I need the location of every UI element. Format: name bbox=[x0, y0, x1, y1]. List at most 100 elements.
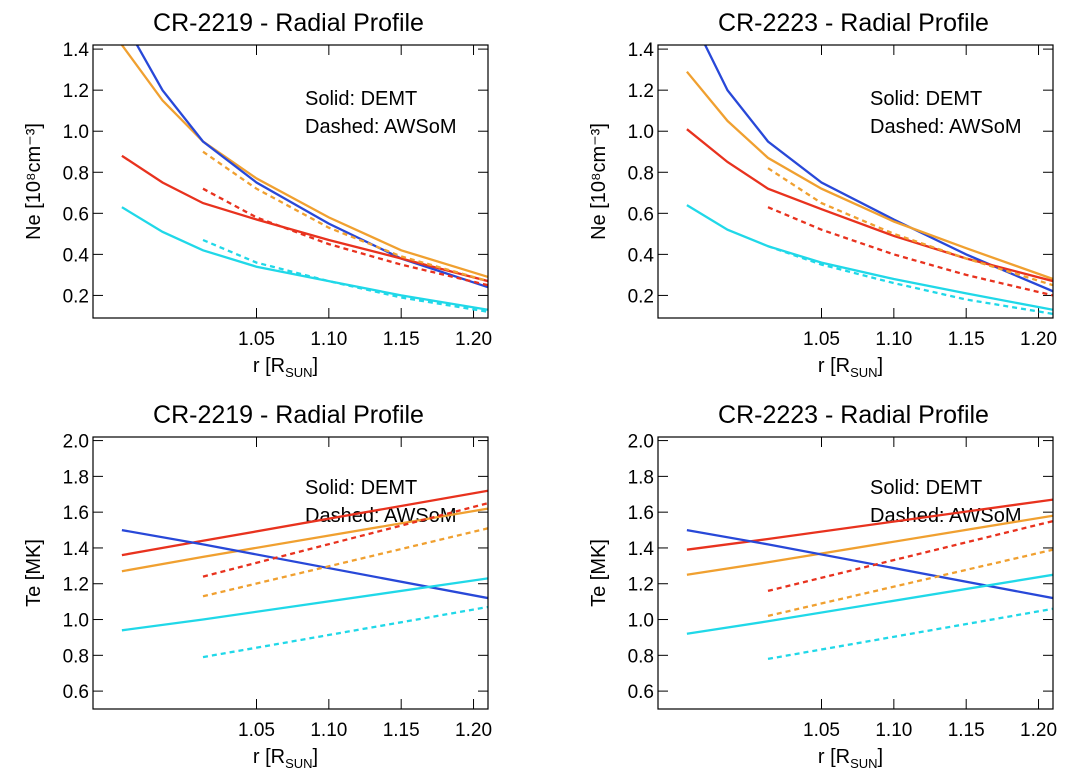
chart-title: CR-2219 - Radial Profile bbox=[153, 401, 424, 429]
series-line bbox=[120, 45, 488, 278]
x-axis-label: r [RSUN] bbox=[818, 746, 883, 771]
y-tick-label: 0.4 bbox=[628, 245, 655, 266]
y-tick-label: 1.2 bbox=[628, 81, 654, 102]
x-tick-label: 1.05 bbox=[238, 329, 275, 350]
x-tick-label: 1.10 bbox=[875, 329, 912, 350]
x-axis-label-part: r [R bbox=[818, 746, 850, 768]
x-axis-label-part: SUN bbox=[285, 756, 312, 771]
x-tick-label: 1.05 bbox=[803, 329, 840, 350]
y-tick-label: 1.2 bbox=[63, 81, 89, 102]
y-tick-label: 1.6 bbox=[63, 503, 89, 524]
x-axis-label-part: r [R bbox=[253, 746, 285, 768]
y-tick-label: 1.8 bbox=[628, 467, 654, 488]
x-axis-label-part: ] bbox=[313, 746, 319, 768]
x-tick-label: 1.10 bbox=[875, 720, 912, 741]
x-tick-label: 1.05 bbox=[803, 720, 840, 741]
y-tick-label: 0.6 bbox=[63, 204, 89, 225]
series-line bbox=[686, 204, 1053, 311]
x-axis-label-part: SUN bbox=[850, 756, 877, 771]
y-tick-label: 1.4 bbox=[628, 40, 655, 61]
series-line bbox=[202, 502, 488, 578]
series-line bbox=[686, 573, 1053, 635]
y-tick-label: 2.0 bbox=[628, 432, 654, 453]
x-axis-label-part: ] bbox=[878, 355, 884, 377]
y-tick-label: 1.8 bbox=[63, 467, 89, 488]
x-axis-label-part: ] bbox=[878, 746, 884, 768]
x-tick-label: 1.15 bbox=[383, 720, 420, 741]
x-tick-label: 1.20 bbox=[455, 329, 492, 350]
x-tick-label: 1.05 bbox=[238, 720, 275, 741]
y-tick-label: 0.6 bbox=[628, 682, 654, 703]
plot-frame bbox=[92, 44, 489, 319]
annotation: Solid: DEMT bbox=[870, 477, 982, 499]
panel: CR-2219 - Radial Profile 0.6 0.8 1.0 1.2 1.4 1… bbox=[23, 401, 492, 771]
y-tick-label: 1.0 bbox=[628, 122, 654, 143]
series-line bbox=[202, 187, 488, 287]
plot-frame bbox=[657, 44, 1054, 319]
x-axis-label-part: SUN bbox=[850, 365, 877, 380]
series-line bbox=[202, 527, 488, 598]
x-tick-label: 1.15 bbox=[383, 329, 420, 350]
y-axis-label: Te [MK] bbox=[588, 539, 610, 607]
series-line bbox=[767, 607, 1053, 661]
series-line bbox=[121, 528, 488, 600]
x-axis-label: r [RSUN] bbox=[253, 355, 318, 380]
annotation: Solid: DEMT bbox=[305, 477, 417, 499]
panel: CR-2223 - Radial Profile 0.6 0.8 1.0 1.2 1.4 1… bbox=[588, 401, 1057, 771]
y-tick-label: 0.8 bbox=[63, 646, 89, 667]
panel: CR-2223 - Radial Profile 0.2 0.4 0.6 0.8 1.0 1… bbox=[588, 9, 1057, 380]
y-tick-label: 1.2 bbox=[63, 575, 89, 596]
y-tick-label: 1.2 bbox=[628, 575, 654, 596]
annotation: Dashed: AWSoM bbox=[870, 505, 1022, 527]
series-line bbox=[686, 528, 1053, 600]
series-line bbox=[686, 498, 1053, 551]
y-tick-label: 1.4 bbox=[63, 40, 90, 61]
annotation: Dashed: AWSoM bbox=[305, 116, 457, 138]
y-tick-label: 0.6 bbox=[628, 204, 654, 225]
y-tick-label: 1.0 bbox=[628, 611, 654, 632]
y-tick-label: 1.0 bbox=[63, 122, 89, 143]
y-tick-label: 0.8 bbox=[63, 163, 89, 184]
annotation: Solid: DEMT bbox=[870, 88, 982, 110]
series-line bbox=[703, 45, 1053, 293]
y-tick-label: 1.4 bbox=[628, 539, 655, 560]
series-line bbox=[767, 548, 1053, 618]
y-tick-label: 0.8 bbox=[628, 646, 654, 667]
x-tick-label: 1.20 bbox=[1020, 720, 1057, 741]
y-tick-label: 0.6 bbox=[63, 682, 89, 703]
y-tick-label: 2.0 bbox=[63, 432, 89, 453]
plot-frame bbox=[92, 436, 489, 710]
series-line bbox=[767, 206, 1053, 297]
y-axis-label: Ne [10⁸cm⁻³] bbox=[23, 123, 45, 240]
y-tick-label: 0.2 bbox=[63, 286, 89, 307]
x-tick-label: 1.15 bbox=[948, 720, 985, 741]
y-tick-label: 1.0 bbox=[63, 611, 89, 632]
chart-title: CR-2223 - Radial Profile bbox=[718, 9, 989, 37]
x-tick-label: 1.20 bbox=[1020, 329, 1057, 350]
series-line bbox=[202, 150, 488, 283]
x-axis-label-part: r [R bbox=[818, 355, 850, 377]
y-tick-label: 0.2 bbox=[628, 286, 654, 307]
chart-title: CR-2223 - Radial Profile bbox=[718, 401, 989, 429]
series-line bbox=[121, 489, 488, 557]
series-line bbox=[121, 154, 488, 283]
series-line bbox=[202, 238, 488, 313]
series-line bbox=[767, 245, 1053, 316]
series-line bbox=[202, 605, 488, 659]
x-axis-label-part: SUN bbox=[285, 365, 312, 380]
plot-frame bbox=[657, 436, 1054, 710]
x-axis-label: r [RSUN] bbox=[818, 355, 883, 380]
x-tick-label: 1.10 bbox=[310, 720, 347, 741]
series-line bbox=[686, 70, 1053, 281]
x-tick-label: 1.10 bbox=[310, 329, 347, 350]
x-axis-label-part: ] bbox=[313, 355, 319, 377]
y-tick-label: 1.4 bbox=[63, 539, 90, 560]
y-tick-label: 0.8 bbox=[628, 163, 654, 184]
y-axis-label: Ne [10⁸cm⁻³] bbox=[588, 123, 610, 240]
x-axis-label-part: r [R bbox=[253, 355, 285, 377]
series-line bbox=[121, 206, 488, 311]
panel: CR-2219 - Radial Profile 0.2 0.4 0.6 0.8 1.0 1… bbox=[23, 9, 492, 380]
series-line bbox=[767, 519, 1053, 593]
